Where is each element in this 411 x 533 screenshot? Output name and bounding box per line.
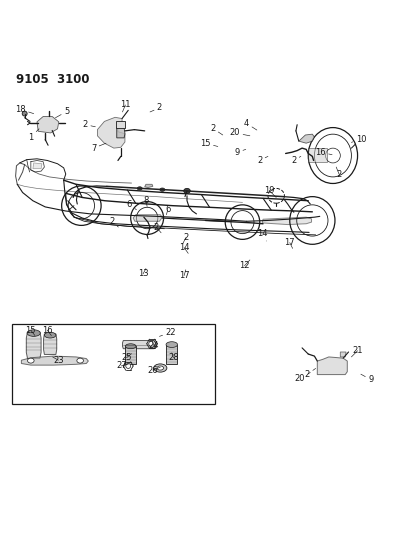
Polygon shape	[44, 334, 57, 354]
Text: 2: 2	[83, 120, 95, 129]
Text: 24: 24	[149, 341, 159, 350]
Ellipse shape	[77, 358, 83, 363]
Polygon shape	[97, 117, 125, 148]
Polygon shape	[317, 357, 347, 375]
Text: 22: 22	[159, 328, 176, 337]
Polygon shape	[21, 356, 88, 365]
Polygon shape	[340, 352, 346, 357]
Text: 23: 23	[53, 356, 64, 365]
Ellipse shape	[184, 188, 190, 193]
Text: 20: 20	[230, 128, 250, 138]
Text: 12: 12	[239, 260, 250, 270]
Text: 25: 25	[121, 353, 132, 362]
Text: 6: 6	[165, 205, 171, 215]
Polygon shape	[133, 215, 162, 221]
Ellipse shape	[157, 366, 164, 370]
Text: 2: 2	[257, 156, 268, 165]
Text: 5: 5	[55, 107, 69, 118]
Text: 8: 8	[143, 196, 149, 206]
Ellipse shape	[160, 188, 165, 191]
Polygon shape	[37, 117, 59, 133]
Ellipse shape	[166, 342, 178, 348]
Text: 26: 26	[148, 366, 160, 375]
Ellipse shape	[154, 364, 167, 372]
Polygon shape	[145, 184, 153, 188]
Text: 2: 2	[150, 103, 162, 112]
Text: 14: 14	[257, 229, 268, 241]
Bar	[125, 346, 136, 365]
Polygon shape	[26, 332, 41, 359]
Text: 17: 17	[179, 270, 189, 280]
Text: 21: 21	[351, 346, 363, 357]
Ellipse shape	[22, 111, 27, 116]
Ellipse shape	[149, 341, 155, 347]
Text: 9: 9	[235, 148, 246, 157]
Ellipse shape	[27, 330, 40, 336]
Text: 6: 6	[127, 200, 136, 210]
Text: 16: 16	[42, 326, 53, 336]
Polygon shape	[117, 127, 125, 138]
Text: 18: 18	[15, 105, 34, 114]
Ellipse shape	[28, 358, 34, 363]
Text: 15: 15	[200, 139, 218, 148]
Text: 2: 2	[183, 233, 188, 244]
Text: 15: 15	[25, 326, 36, 336]
Ellipse shape	[137, 187, 142, 190]
Text: 2: 2	[305, 368, 316, 378]
Bar	[166, 345, 177, 365]
Bar	[116, 121, 125, 127]
Bar	[12, 324, 215, 404]
Text: 7: 7	[91, 143, 106, 152]
Text: 14: 14	[179, 243, 189, 253]
Text: 11: 11	[120, 101, 131, 112]
Text: 17: 17	[284, 238, 295, 248]
Text: 2: 2	[109, 217, 118, 227]
Polygon shape	[127, 349, 132, 352]
Text: 9: 9	[361, 374, 373, 384]
Text: 20: 20	[295, 373, 310, 383]
Text: 2: 2	[154, 223, 161, 233]
Text: 13: 13	[138, 269, 148, 278]
Text: 27: 27	[116, 361, 128, 370]
Polygon shape	[299, 134, 314, 143]
Text: 28: 28	[168, 353, 179, 362]
Ellipse shape	[44, 332, 56, 338]
Text: 9105  3100: 9105 3100	[16, 72, 90, 85]
Text: 16: 16	[315, 148, 332, 157]
Polygon shape	[122, 341, 155, 349]
Text: 2: 2	[291, 156, 301, 165]
Text: 1: 1	[28, 129, 39, 142]
Text: 2: 2	[336, 167, 342, 179]
Text: 4: 4	[244, 119, 257, 130]
Text: 10: 10	[351, 135, 366, 143]
Polygon shape	[33, 163, 42, 168]
Polygon shape	[262, 217, 312, 224]
Ellipse shape	[126, 364, 131, 368]
Ellipse shape	[125, 344, 136, 349]
Polygon shape	[308, 148, 327, 161]
Text: 19: 19	[264, 186, 276, 197]
Text: 2: 2	[210, 124, 223, 135]
